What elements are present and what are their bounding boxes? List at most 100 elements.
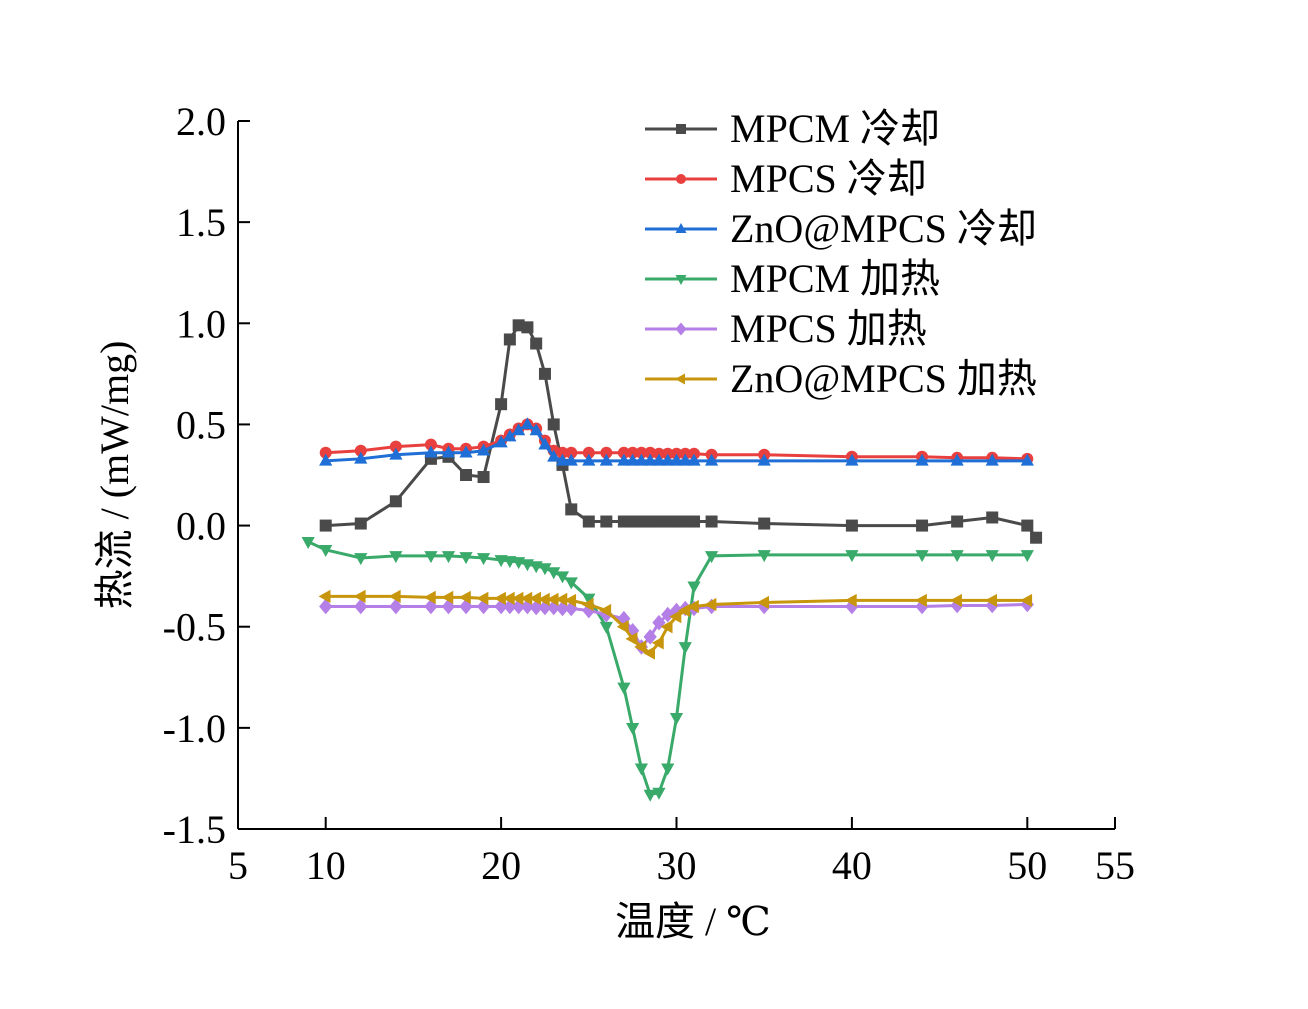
data-point <box>538 367 551 380</box>
legend-marker <box>675 373 685 385</box>
y-tick-label: 0.5 <box>176 402 226 447</box>
data-point <box>916 519 929 532</box>
data-point <box>652 787 666 800</box>
data-point <box>354 553 368 566</box>
data-point <box>626 622 640 639</box>
x-tick-label: 30 <box>657 843 697 888</box>
data-point <box>625 632 638 646</box>
data-point <box>354 451 368 464</box>
data-point <box>582 515 595 528</box>
data-point <box>319 545 333 558</box>
data-point <box>626 453 640 466</box>
data-point <box>758 517 771 530</box>
data-point <box>494 598 508 615</box>
data-point <box>441 551 456 564</box>
series-line <box>325 602 1028 650</box>
data-point <box>757 453 771 466</box>
data-point <box>844 593 857 608</box>
data-point <box>626 723 640 736</box>
data-point <box>582 453 596 466</box>
data-point <box>389 551 403 564</box>
data-point <box>678 642 692 655</box>
x-tick-label: 55 <box>1095 843 1135 888</box>
data-point <box>555 592 568 607</box>
data-point <box>660 620 673 634</box>
legend-marker <box>675 223 687 233</box>
data-point <box>643 629 657 645</box>
data-point <box>441 590 454 604</box>
data-point <box>1021 519 1034 532</box>
data-point <box>661 606 675 623</box>
data-point <box>503 333 516 346</box>
data-point <box>502 591 515 605</box>
data-point <box>520 591 533 605</box>
data-point <box>565 446 578 459</box>
data-point <box>634 763 649 776</box>
data-point <box>555 571 570 584</box>
data-point <box>661 453 675 466</box>
data-point <box>669 453 684 466</box>
data-point <box>599 453 613 466</box>
data-point <box>986 511 999 524</box>
legend-marker <box>676 174 686 184</box>
data-point <box>441 598 456 615</box>
data-point <box>1020 453 1034 466</box>
data-point <box>1030 531 1043 544</box>
data-point <box>441 445 456 458</box>
data-point <box>643 453 657 466</box>
data-point <box>389 440 402 453</box>
data-point <box>555 453 570 466</box>
data-point <box>555 600 570 617</box>
y-tick-label: 1.5 <box>176 200 226 245</box>
data-point <box>757 550 771 563</box>
data-point <box>389 447 403 460</box>
data-point <box>599 621 613 634</box>
data-point <box>687 581 701 594</box>
data-point <box>651 636 664 650</box>
x-axis-label: 温度 / ℃ <box>615 899 771 944</box>
data-point <box>503 429 517 442</box>
data-point <box>423 590 436 604</box>
data-point <box>424 445 438 458</box>
data-point <box>538 563 552 576</box>
y-axis-label: 热流 / (mW/mg) <box>92 341 137 610</box>
data-point <box>704 551 719 564</box>
data-point <box>845 598 859 615</box>
data-point <box>301 536 315 549</box>
data-point <box>687 453 701 466</box>
data-point <box>354 444 367 457</box>
data-point <box>686 599 699 614</box>
data-point <box>582 446 595 459</box>
data-point <box>459 598 473 615</box>
data-point <box>503 598 517 615</box>
legend-marker <box>676 124 686 134</box>
data-point <box>845 550 859 563</box>
data-point <box>635 446 648 459</box>
data-point <box>617 682 631 695</box>
data-point <box>669 610 682 624</box>
y-tick-label: -0.5 <box>163 605 226 650</box>
series-line <box>325 594 1028 656</box>
legend-marker <box>675 322 687 336</box>
data-point <box>582 602 596 619</box>
data-point <box>556 446 569 459</box>
data-point <box>678 453 692 466</box>
data-point <box>951 515 964 528</box>
series-line <box>307 540 1028 797</box>
data-point <box>669 712 684 725</box>
data-point <box>547 418 560 431</box>
data-point <box>845 519 858 532</box>
data-point <box>528 591 541 605</box>
data-point <box>565 503 578 516</box>
data-point <box>845 453 859 466</box>
data-point <box>688 515 701 528</box>
data-point <box>424 598 438 615</box>
data-point <box>914 593 927 608</box>
data-point <box>476 443 491 456</box>
y-tick-label: 1.0 <box>176 301 226 346</box>
data-point <box>495 398 508 411</box>
data-point <box>476 553 491 566</box>
y-tick-label: -1.5 <box>163 807 226 852</box>
data-point <box>520 598 535 615</box>
data-point <box>512 598 526 615</box>
